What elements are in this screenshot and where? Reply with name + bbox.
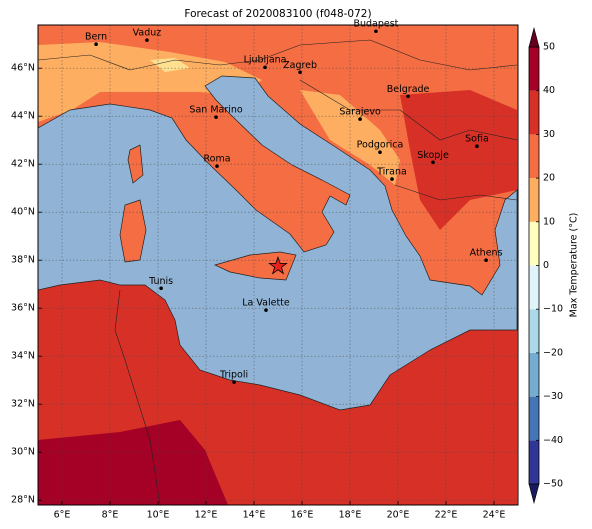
balkan-hot: [400, 90, 517, 230]
colorbar: [528, 46, 540, 485]
city-label: Ljubljana: [244, 55, 287, 66]
colorbar-band: [529, 352, 539, 397]
city-label: Tirana: [376, 167, 407, 178]
sahara-hot: [38, 420, 228, 505]
city-label: Zagreb: [283, 60, 317, 71]
x-tick-label: 10°E: [147, 510, 170, 521]
y-tick-label: 28°N: [11, 495, 35, 506]
colorbar-tick-label: 10: [543, 216, 555, 227]
alps-pale: [150, 58, 190, 72]
city-dot: [475, 144, 479, 148]
city-label: Athens: [470, 248, 503, 259]
y-tick-label: 42°N: [11, 159, 35, 170]
city-dot: [431, 160, 435, 165]
city-label: Podgorica: [357, 140, 404, 151]
city-dot: [232, 380, 236, 384]
city-dot: [214, 115, 218, 119]
city-label: Tunis: [148, 276, 173, 287]
grid-layer: [38, 25, 518, 505]
borders: [114, 289, 161, 505]
colorbar-band: [529, 265, 539, 310]
borders: [394, 184, 518, 201]
x-tick-label: 16°E: [291, 510, 314, 521]
y-tick-label: 46°N: [11, 63, 35, 74]
y-tick-label: 40°N: [11, 207, 35, 218]
x-tick-label: 14°E: [243, 510, 266, 521]
colorbar-extend-min: [528, 483, 540, 505]
city-label: Tripoli: [219, 370, 248, 381]
city-label: Bern: [85, 32, 107, 43]
city-dot: [264, 308, 268, 312]
city-dot: [484, 258, 488, 263]
city-dot: [263, 65, 267, 70]
city-dot: [378, 150, 382, 154]
x-tick-label: 12°E: [195, 510, 218, 521]
colorbar-band: [529, 440, 539, 484]
city-dot: [374, 29, 378, 34]
colorbar-band: [529, 396, 539, 441]
colorbar-band: [529, 47, 539, 91]
colorbar-band: [529, 309, 539, 353]
map-frame: [37, 24, 519, 506]
colorbar-tick-label: 30: [543, 129, 555, 140]
borders: [299, 79, 518, 141]
y-tick-label: 38°N: [11, 255, 35, 266]
city-label: La Valette: [242, 298, 290, 309]
city-dot: [406, 94, 410, 99]
city-dot: [298, 70, 302, 75]
city-dot: [94, 42, 98, 46]
colorbar-label: Max Temperature (°C): [569, 213, 580, 318]
y-tick-label: 30°N: [11, 447, 35, 458]
chart-title: Forecast of 2020083100 (f048-072): [184, 8, 371, 20]
city-dot: [145, 38, 149, 42]
city-label: Budapest: [353, 19, 398, 30]
city-dot: [358, 117, 362, 121]
colorbar-band: [529, 221, 539, 266]
city-dot: [159, 286, 163, 291]
colorbar-extend-max: [528, 26, 540, 48]
y-tick-label: 32°N: [11, 399, 35, 410]
alps-band: [38, 42, 262, 122]
sicily: [214, 251, 297, 281]
city-label: Sofia: [465, 134, 489, 145]
colorbar-tick-label: −50: [543, 479, 563, 490]
star-marker: [268, 255, 288, 275]
city-label: San Marino: [189, 105, 242, 116]
y-tick-label: 34°N: [11, 351, 35, 362]
x-tick-label: 8°E: [102, 510, 119, 521]
colorbar-tick-label: −30: [543, 391, 563, 402]
x-tick-label: 18°E: [339, 510, 362, 521]
x-tick-label: 20°E: [387, 510, 410, 521]
city-label: Skopje: [417, 150, 449, 161]
city-label: Roma: [204, 154, 231, 165]
corsica: [127, 144, 144, 184]
x-tick-label: 24°E: [483, 510, 506, 521]
colorbar-tick-label: 40: [543, 85, 555, 96]
colorbar-tick-label: −10: [543, 304, 563, 315]
city-label: Sarajevo: [339, 107, 381, 118]
colorbar-tick-label: −20: [543, 347, 563, 358]
colorbar-tick-label: 0: [543, 260, 549, 271]
colorbar-band: [529, 134, 539, 179]
y-tick-label: 44°N: [11, 111, 35, 122]
city-dot: [390, 177, 394, 181]
x-tick-label: 22°E: [435, 510, 458, 521]
y-tick-label: 36°N: [11, 303, 35, 314]
x-tick-label: 6°E: [54, 510, 71, 521]
city-dot: [215, 164, 219, 168]
colorbar-tick-label: 50: [543, 42, 555, 53]
city-label: Vaduz: [133, 28, 162, 39]
borders: [38, 39, 518, 71]
colorbar-band: [529, 90, 539, 135]
city-label: Belgrade: [387, 84, 430, 95]
colorbar-tick-label: 20: [543, 173, 555, 184]
colorbar-tick-label: −40: [543, 435, 563, 446]
colorbar-band: [529, 178, 539, 222]
